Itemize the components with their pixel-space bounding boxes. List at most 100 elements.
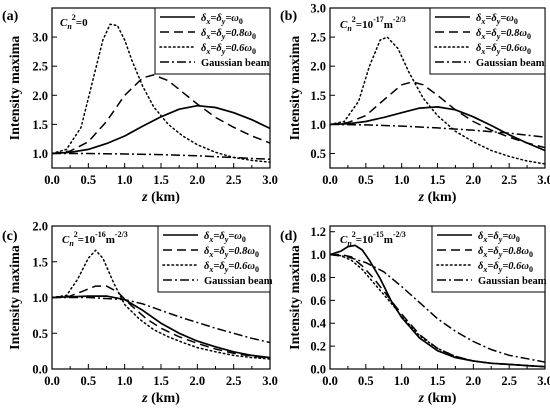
legend-label-dash: δx=δy=0.8ω0	[204, 246, 259, 259]
series-line-dot	[330, 253, 545, 368]
y-tick-label: 1.0	[32, 147, 48, 161]
series-line-solid	[330, 106, 545, 152]
series-line-dot	[52, 249, 270, 360]
y-tick-label: 1.0	[310, 118, 326, 132]
x-tick-label: 2.0	[466, 173, 482, 187]
legend: δx=δy=ω0 δx=δy=0.8ω0 δx=δy=0.6ω0 Gaussian b…	[154, 7, 271, 75]
y-tick-label: 2.0	[310, 60, 326, 74]
y-tick-label: 3.0	[310, 2, 326, 16]
x-tick-label: 0.5	[358, 173, 374, 187]
y-tick-label: 0.0	[32, 363, 48, 377]
y-tick-label: 0.0	[310, 363, 326, 377]
turbulence-annotation: Cn2=10-15m-2/3	[340, 230, 406, 248]
y-tick-label: 1.5	[32, 118, 48, 132]
x-tick-label: 1.0	[117, 374, 133, 388]
x-tick-label: 3.0	[262, 173, 278, 187]
series-line-solid	[52, 104, 270, 155]
legend-label-solid: δx=δy=ω0	[478, 231, 520, 244]
y-tick-label: 0.6	[310, 294, 326, 308]
legend-label-dash: δx=δy=0.8ω0	[476, 28, 531, 41]
x-tick-label: 0.0	[44, 173, 60, 187]
x-tick-label: 0.5	[81, 173, 97, 187]
series-line-dot	[52, 23, 270, 163]
x-tick-label: 2.0	[466, 374, 482, 388]
x-axis-label: z (km)	[418, 391, 457, 406]
turbulence-annotation: Cn2=10-17m-2/3	[340, 15, 406, 33]
series-group	[330, 36, 545, 165]
y-axis-label: Intensity maxima	[8, 245, 23, 350]
y-tick-label: 1.0	[310, 248, 326, 262]
legend-label-solid: δx=δy=ω0	[476, 13, 518, 26]
series-line-dash	[52, 74, 270, 155]
y-tick-label: 2.5	[310, 31, 326, 45]
turbulence-annotation: Cn2=10-16m-2/3	[62, 230, 128, 248]
y-tick-label: 1.5	[32, 255, 48, 269]
legend-label-gaussian: Gaussian beam	[204, 276, 273, 287]
x-axis-label: z (km)	[141, 190, 180, 205]
x-tick-label: 1.5	[430, 374, 446, 388]
panel-label: (d)	[280, 229, 297, 244]
legend-label-dash: δx=δy=0.8ω0	[478, 246, 533, 259]
legend-label-solid: δx=δy=ω0	[204, 231, 246, 244]
x-tick-label: 3.0	[262, 374, 278, 388]
x-axis-label: z (km)	[141, 391, 180, 406]
x-axis-label: z (km)	[418, 190, 457, 205]
series-line-dot	[330, 36, 545, 165]
legend-label-dash: δx=δy=0.8ω0	[201, 28, 256, 41]
y-tick-label: 2.5	[32, 60, 48, 74]
y-tick-label: 1.5	[310, 89, 326, 103]
series-line-gaussian	[330, 123, 545, 138]
y-tick-label: 2.0	[32, 220, 48, 234]
x-tick-label: 1.0	[394, 374, 410, 388]
panel-label: (c)	[2, 229, 18, 244]
x-tick-label: 0.5	[358, 374, 374, 388]
panel-d: 0.0 0.5 1.0 1.5 2.0 2.5 3.0 0.0 0.2 0.4 0.6 0.8 1.0 1…	[280, 225, 550, 406]
legend-label-gaussian: Gaussian beam	[201, 58, 270, 69]
x-tick-label: 0.0	[322, 173, 338, 187]
series-line-gaussian	[330, 253, 545, 363]
x-tick-label: 2.0	[190, 173, 206, 187]
y-tick-label: 0.8	[310, 271, 326, 285]
x-tick-label: 1.5	[153, 374, 169, 388]
x-tick-label: 1.0	[117, 173, 133, 187]
legend: δx=δy=ω0 δx=δy=0.8ω0 δx=δy=0.6ω0 Gaussian b…	[431, 225, 547, 293]
panel-c: 0.0 0.5 1.0 1.5 2.0 2.5 3.0 0.0 0.5 1.0 1.5 2.0 z (k…	[2, 220, 278, 407]
y-tick-label: 0.2	[310, 340, 326, 354]
x-tick-label: 2.5	[226, 173, 242, 187]
series-line-gaussian	[52, 296, 270, 344]
x-tick-label: 0.5	[81, 374, 97, 388]
legend-label-dot: δx=δy=0.6ω0	[204, 261, 259, 274]
legend-label-dot: δx=δy=0.6ω0	[478, 261, 533, 274]
y-tick-label: 0.5	[32, 327, 48, 341]
legend-box	[429, 7, 546, 75]
series-line-dash	[330, 81, 545, 149]
legend-label-gaussian: Gaussian beam	[478, 276, 547, 287]
x-tick-label: 1.0	[394, 173, 410, 187]
x-tick-label: 1.5	[153, 173, 169, 187]
series-group	[330, 244, 545, 368]
y-tick-label: 2.0	[32, 89, 48, 103]
series-group	[52, 249, 270, 360]
panel-a: 0.0 0.5 1.0 1.5 2.0 2.5 3.0 1.0 1.5 2.0 2.5 3.0 z (k…	[2, 7, 278, 205]
y-axis-label: Intensity maxima	[288, 245, 303, 350]
legend-label-dot: δx=δy=0.6ω0	[201, 43, 256, 56]
panel-label: (b)	[280, 9, 297, 24]
series-line-dash	[52, 285, 270, 360]
x-tick-label: 3.0	[537, 173, 550, 187]
y-tick-label: 0.4	[310, 317, 326, 331]
x-tick-label: 2.0	[190, 374, 206, 388]
panel-b: 0.0 0.5 1.0 1.5 2.0 2.5 3.0 0.5 1.0 1.5 2.0 2.5 3.0 z…	[280, 2, 550, 206]
x-tick-label: 1.5	[430, 173, 446, 187]
y-tick-label: 0.5	[310, 147, 326, 161]
x-tick-label: 0.0	[44, 374, 60, 388]
y-axis-label: Intensity maxima	[288, 36, 303, 141]
x-tick-label: 2.5	[501, 173, 517, 187]
series-group	[52, 23, 270, 163]
turbulence-annotation: Cn2=0	[60, 13, 88, 31]
y-axis-label: Intensity maxima	[8, 36, 23, 141]
legend-box	[157, 225, 271, 293]
series-line-gaussian	[52, 152, 270, 161]
x-tick-label: 2.5	[501, 374, 517, 388]
legend-label-gaussian: Gaussian beam	[476, 58, 545, 69]
